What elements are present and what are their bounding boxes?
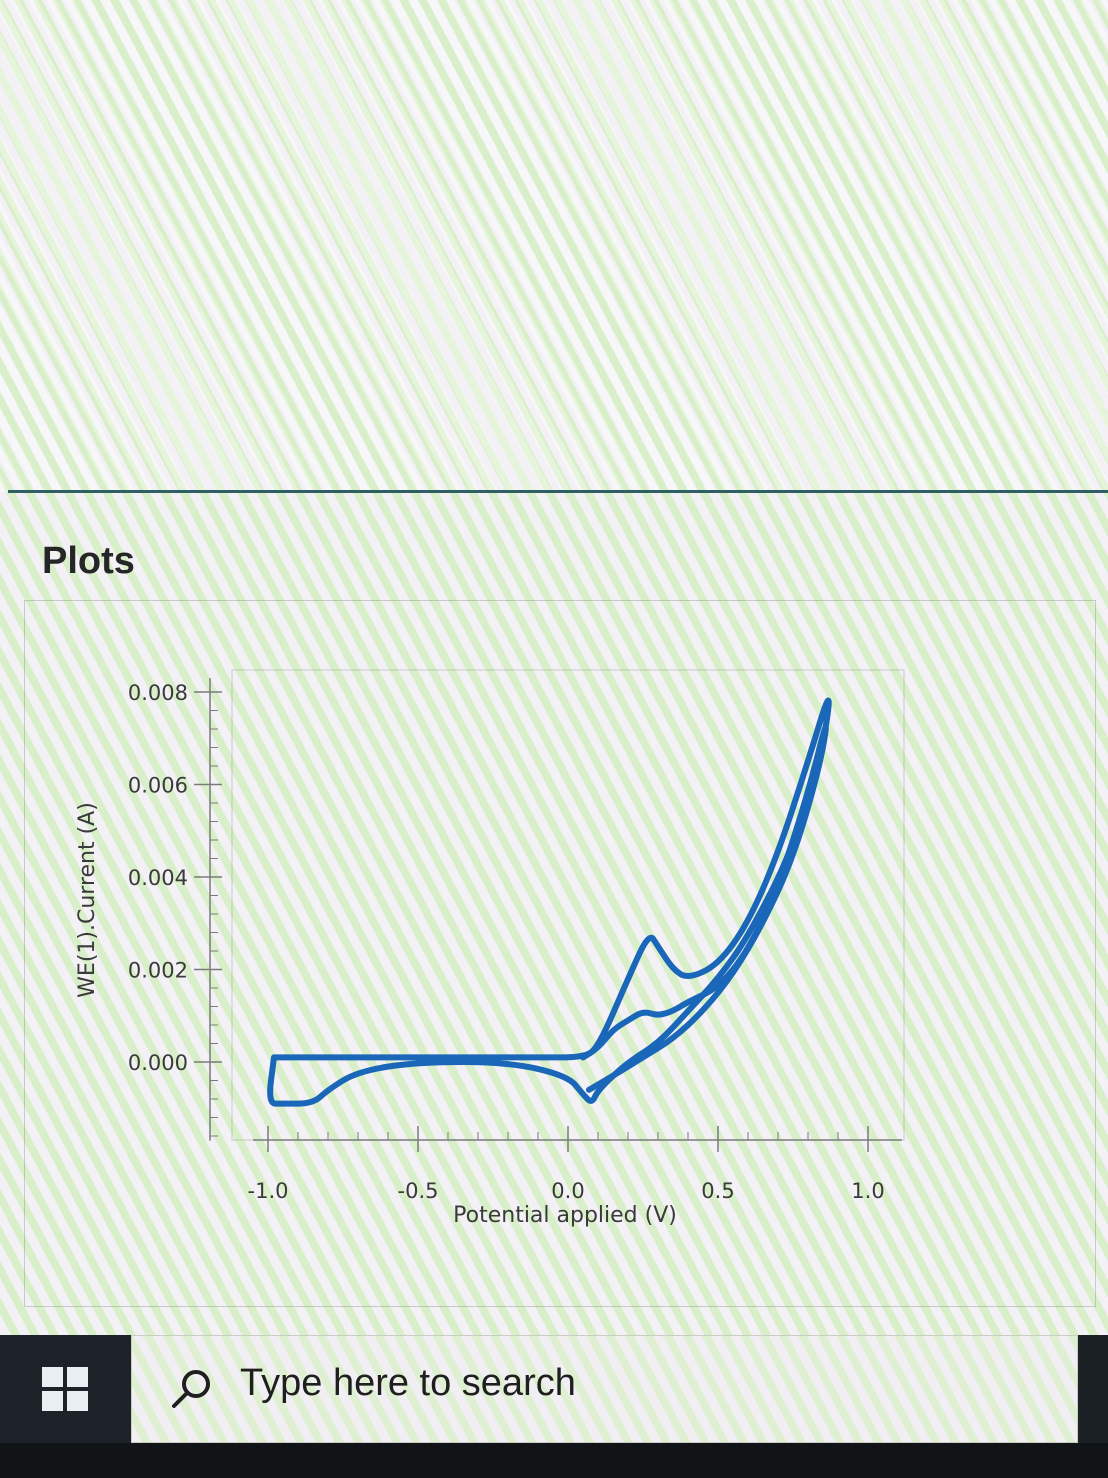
- x-axis-title: Potential applied (V): [453, 1203, 677, 1228]
- x-tick-label: -0.5: [398, 1179, 439, 1203]
- y-tick-label: 0.000: [128, 1051, 188, 1075]
- y-tick-label: 0.008: [128, 681, 188, 705]
- plot-box: [231, 669, 905, 1141]
- cv-trace-2: [580, 724, 829, 1093]
- x-tick-label: 0.5: [701, 1179, 734, 1203]
- cv-trace-1: [267, 697, 832, 1107]
- taskbar: Type here to search: [0, 1335, 1108, 1478]
- plots-section-title: Plots: [42, 540, 135, 582]
- search-placeholder: Type here to search: [240, 1362, 576, 1404]
- y-tick-label: 0.002: [128, 959, 188, 983]
- start-button[interactable]: [0, 1335, 126, 1443]
- taskbar-search-box[interactable]: Type here to search: [131, 1335, 1078, 1443]
- y-tick-label: 0.004: [128, 866, 188, 890]
- x-tick-label: 1.0: [851, 1179, 884, 1203]
- upper-panel: [0, 0, 1108, 492]
- y-tick-label: 0.006: [128, 774, 188, 798]
- magnifier-icon: [172, 1370, 210, 1408]
- section-divider: [8, 490, 1108, 493]
- taskbar-app-area: [1080, 1335, 1108, 1443]
- windows-logo-icon: [42, 1367, 88, 1411]
- plot-area: [24, 600, 1096, 1307]
- y-axis-title: WE(1).Current (A): [75, 802, 100, 998]
- cv-chart: 0.008 0.006 0.004 0.002 0.000 -1.0 -0.5 0.0 0.5 1…: [75, 669, 905, 1228]
- x-tick-label: -1.0: [248, 1179, 289, 1203]
- taskbar-edge: [0, 1443, 1108, 1478]
- x-tick-label: 0.0: [551, 1179, 584, 1203]
